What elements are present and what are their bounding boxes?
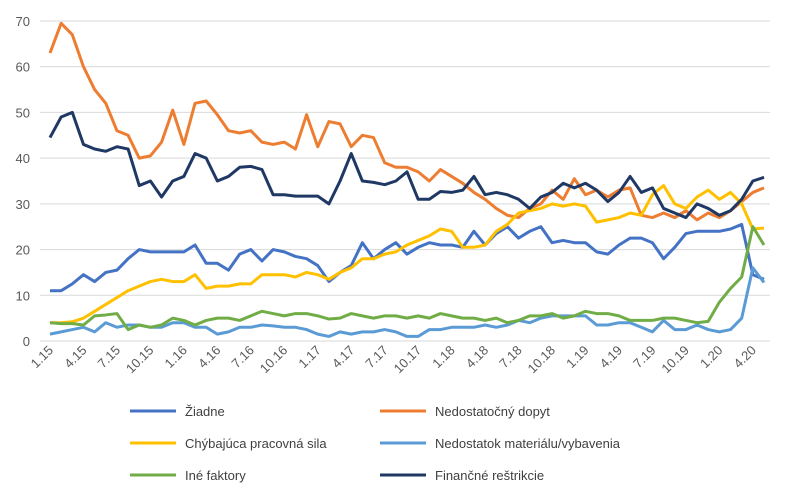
legend-label: Žiadne — [185, 404, 225, 419]
x-tick-label: 10.15 — [123, 343, 157, 377]
x-tick-label: 4.19 — [597, 343, 626, 372]
series-line — [49, 225, 766, 332]
y-tick-label: 40 — [16, 151, 30, 166]
x-tick-label: 7.16 — [228, 343, 257, 372]
x-tick-label: 7.19 — [630, 343, 659, 372]
x-tick-label: 1.16 — [161, 343, 190, 372]
x-tick-label: 4.15 — [61, 343, 90, 372]
series-line — [50, 184, 765, 325]
legend-label: Nedostatok materiálu/vybavenia — [435, 436, 621, 451]
y-tick-label: 0 — [23, 334, 30, 349]
x-tick-label: 4.16 — [195, 343, 224, 372]
series-line — [50, 222, 765, 293]
x-tick-label: 10.18 — [525, 343, 559, 377]
series-line — [49, 266, 766, 338]
x-tick-label: 7.17 — [362, 343, 391, 372]
x-tick-label: 1.19 — [563, 343, 592, 372]
y-tick-label: 50 — [16, 105, 30, 120]
legend-label: Iné faktory — [185, 468, 246, 483]
y-tick-label: 20 — [16, 243, 30, 258]
legend-label: Nedostatočný dopyt — [435, 404, 550, 419]
x-tick-label: 1.15 — [28, 343, 57, 372]
x-tick-label: 7.15 — [95, 343, 124, 372]
series-line — [48, 21, 765, 222]
y-tick-label: 70 — [16, 14, 30, 29]
x-tick-label: 4.17 — [329, 343, 358, 372]
x-tick-label: 1.20 — [697, 343, 726, 372]
x-tick-label: 10.17 — [391, 343, 425, 377]
x-tick-label: 4.18 — [463, 343, 492, 372]
x-tick-label: 10.19 — [658, 343, 692, 377]
x-tick-label: 10.16 — [257, 343, 291, 377]
y-tick-label: 60 — [16, 60, 30, 75]
x-tick-label: 7.18 — [496, 343, 525, 372]
y-tick-label: 10 — [16, 288, 30, 303]
y-tick-label: 30 — [16, 197, 30, 212]
x-tick-label: 4.20 — [730, 343, 759, 372]
x-tick-label: 1.17 — [295, 343, 324, 372]
legend-label: Finančné reštrikcie — [435, 468, 544, 483]
legend: Žiadne Nedostatočný dopyt Chýbajúca pracov… — [130, 404, 621, 483]
x-tick-label: 1.18 — [429, 343, 458, 372]
legend-label: Chýbajúca pracovná sila — [185, 436, 327, 451]
series-line — [48, 110, 765, 220]
